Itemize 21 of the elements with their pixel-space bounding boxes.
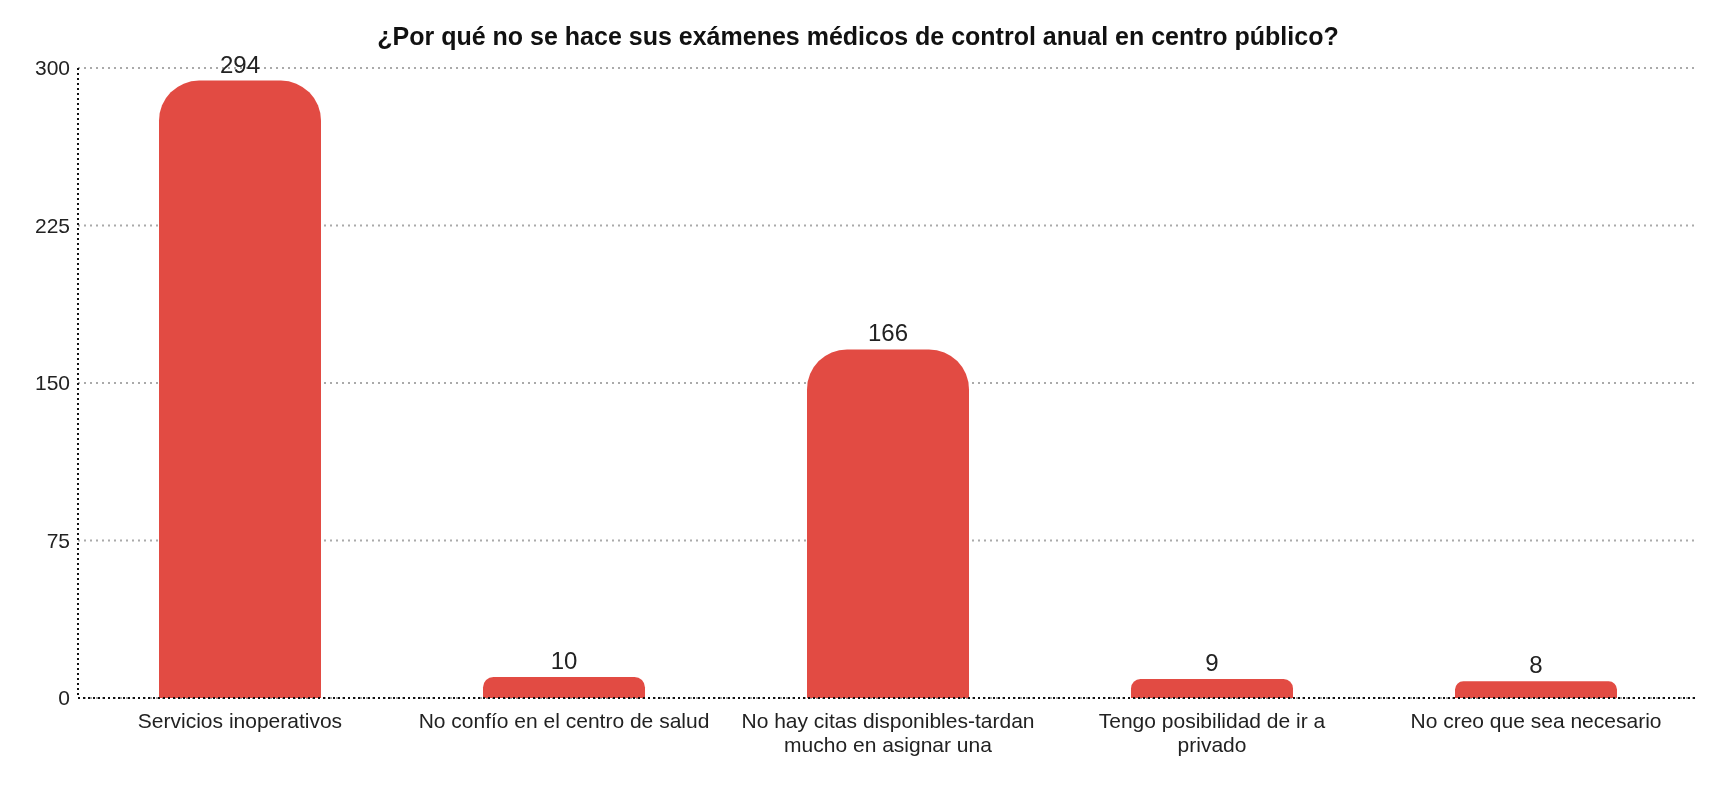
data-label: 10 — [550, 647, 578, 674]
data-label: 8 — [1529, 651, 1543, 679]
data-label: 294 — [219, 50, 261, 78]
x-tick-label: No confío en el centro de salud — [418, 709, 710, 732]
bar — [1131, 679, 1293, 698]
y-tick-label: 0 — [58, 686, 70, 710]
x-tick-label: No creo que sea necesario — [1410, 709, 1662, 732]
chart-title: ¿Por qué no se hace sus exámenes médicos de control anual en centro público? — [376, 22, 1340, 51]
data-label: 9 — [1205, 649, 1219, 677]
x-tick-label: Tengo posibilidad de ir a privado — [1098, 709, 1326, 756]
x-tick-label: Servicios inoperativos — [137, 709, 343, 732]
bar — [1455, 681, 1617, 698]
bar — [807, 349, 969, 698]
bar — [483, 677, 645, 698]
y-tick-label: 75 — [46, 528, 70, 552]
y-tick-label: 300 — [34, 56, 70, 80]
data-label: 166 — [867, 319, 909, 347]
y-tick-label: 150 — [34, 371, 70, 395]
x-tick-label: No hay citas disponibles-tardan mucho en asignar una — [741, 709, 1035, 756]
y-tick-label: 225 — [34, 213, 70, 237]
bar — [159, 80, 321, 698]
